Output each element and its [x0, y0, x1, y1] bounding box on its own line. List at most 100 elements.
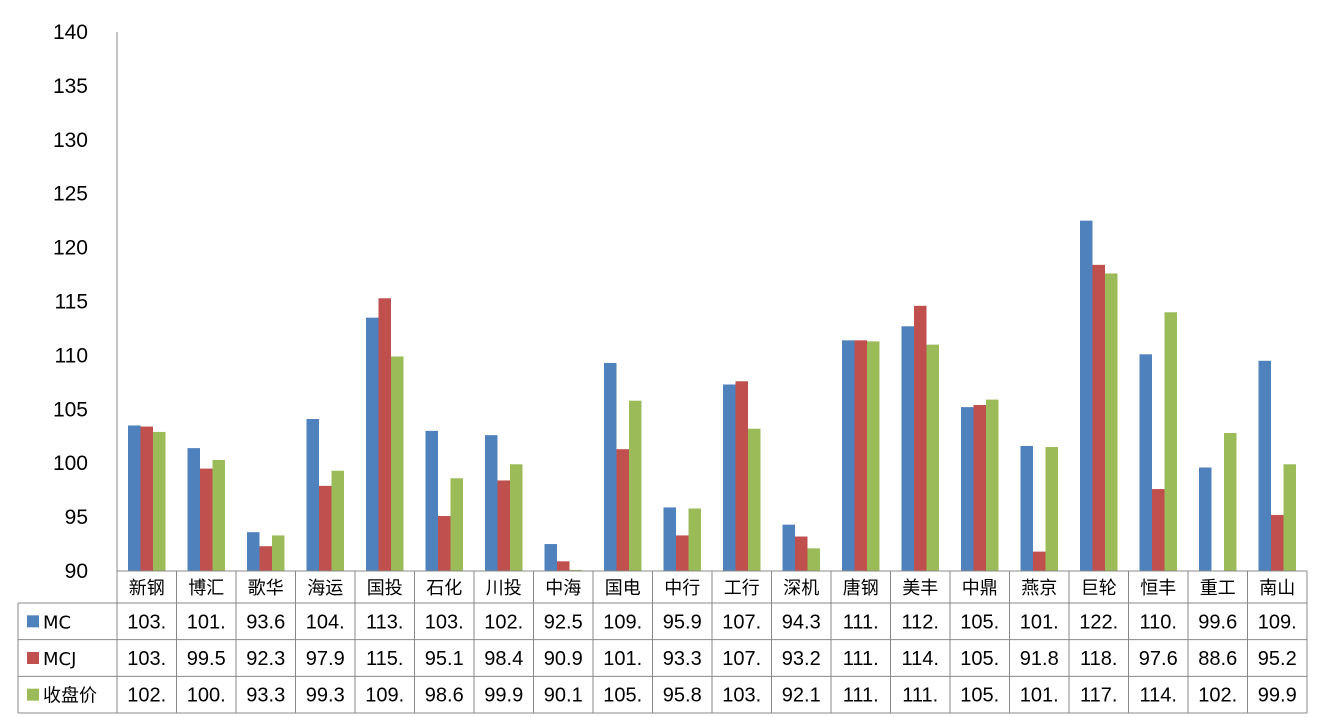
bar [1139, 354, 1152, 571]
bar [867, 341, 880, 571]
table-cell-value: 102. [484, 611, 523, 633]
table-cell-value: 105. [960, 685, 999, 707]
bar [1258, 360, 1271, 571]
y-tick-label: 115 [55, 291, 88, 314]
bar [319, 485, 332, 571]
y-tick-label: 140 [53, 21, 88, 44]
x-category-label: 中海 [545, 578, 581, 599]
table-cell-value: 109. [1258, 611, 1297, 633]
bar [676, 535, 689, 571]
bar [961, 407, 974, 571]
table-cell-value: 102. [127, 685, 166, 707]
x-category-label: 海运 [307, 578, 343, 599]
bar [795, 536, 808, 571]
bar [331, 470, 344, 571]
table-cell-value: 104. [306, 611, 345, 633]
bar [629, 400, 642, 571]
y-tick-label: 105 [53, 398, 88, 421]
y-axis-ticks: 90 95 100 105 110 115 120 125 130 135 140 [53, 21, 88, 583]
bar [438, 516, 451, 571]
table-cell-value: 107. [722, 611, 761, 633]
table-cell-value: 95.9 [663, 611, 702, 633]
table-cell-value: 90.9 [544, 648, 583, 670]
bar [272, 535, 285, 571]
table-cell-value: 122. [1079, 611, 1118, 633]
table-cell-value: 105. [603, 685, 642, 707]
x-category-label: 中行 [664, 578, 700, 599]
legend-label: MC [43, 612, 71, 633]
bar [200, 468, 213, 571]
x-category-label: 川投 [486, 578, 522, 599]
legend-swatch [27, 615, 39, 628]
table-cell-value: 109. [365, 685, 404, 707]
table-cell-value: 92.3 [246, 648, 285, 670]
y-tick-label: 100 [53, 452, 88, 475]
x-category-label: 新钢 [129, 578, 165, 599]
x-category-label: 博汇 [188, 578, 224, 599]
bar [153, 431, 166, 571]
y-tick-label: 110 [55, 344, 88, 367]
bar [378, 298, 391, 571]
data-table: 新钢 博汇 歌华 海运 国投 石化 川投 中海 国电 中行 工行 深机 唐钢 美丰 中鼎 燕京 巨轮 恒丰 重工 南山… [17, 570, 1308, 714]
bar [782, 524, 795, 571]
bar [604, 362, 617, 571]
table-cell-value: 99.6 [1198, 611, 1237, 633]
table-cell-value: 114. [1140, 685, 1177, 707]
x-category-label: 燕京 [1021, 578, 1057, 599]
bar [140, 426, 153, 571]
x-category-label: 巨轮 [1081, 578, 1117, 599]
bar [1224, 433, 1237, 571]
table-cell-value: 111. [843, 611, 879, 633]
legend-swatch [27, 652, 39, 664]
legend-label: MCJ [43, 649, 76, 670]
table-cell-value: 103. [127, 648, 166, 670]
table-cell-value: 109. [603, 611, 642, 633]
table-cell-value: 102. [1198, 685, 1237, 707]
bar [557, 561, 570, 571]
table-cell-value: 95.1 [425, 648, 464, 670]
bar [1080, 220, 1093, 571]
bar [306, 419, 319, 571]
bar [842, 340, 855, 571]
bar [1033, 551, 1046, 571]
bar [986, 399, 999, 571]
table-cell-value: 103. [425, 611, 464, 633]
x-category-label: 歌华 [248, 578, 284, 599]
table-cell-value: 93.3 [246, 685, 285, 707]
bar [973, 404, 986, 571]
table-cell-value: 105. [960, 611, 999, 633]
table-cell-value: 98.6 [425, 685, 464, 707]
table-cell-value: 99.3 [306, 685, 345, 707]
bar [926, 344, 939, 571]
table-cell-value: 92.5 [544, 611, 583, 633]
table-cell-value: 93.3 [663, 648, 702, 670]
bar [1199, 467, 1212, 571]
bar [187, 448, 200, 571]
bar [807, 548, 820, 571]
bar [485, 435, 498, 571]
table-cell-value: 115. [366, 648, 403, 670]
bar [569, 569, 582, 571]
table-cell-value: 95.2 [1258, 648, 1297, 670]
y-tick-label: 130 [53, 129, 88, 152]
bar [748, 428, 761, 571]
x-category-label: 工行 [724, 578, 760, 599]
table-cell-value: 103. [127, 611, 166, 633]
x-category-label: 国投 [367, 578, 403, 599]
bar [1045, 447, 1058, 571]
table-cell-value: 95.8 [663, 685, 702, 707]
table-cell-value: 113. [366, 611, 403, 633]
table-cell-value: 99.9 [484, 685, 523, 707]
table-cell-value: 90.1 [544, 685, 583, 707]
bar [391, 356, 404, 571]
table-cell-value: 97.9 [306, 648, 345, 670]
table-cell-value: 117. [1080, 685, 1117, 707]
table-cell-value: 91.8 [1020, 648, 1059, 670]
x-category-label: 深机 [783, 578, 819, 599]
table-cell-value: 101. [187, 611, 226, 633]
x-category-label: 唐钢 [843, 578, 879, 599]
bar [723, 384, 736, 571]
legend-swatch [27, 688, 39, 701]
bar [688, 508, 701, 571]
